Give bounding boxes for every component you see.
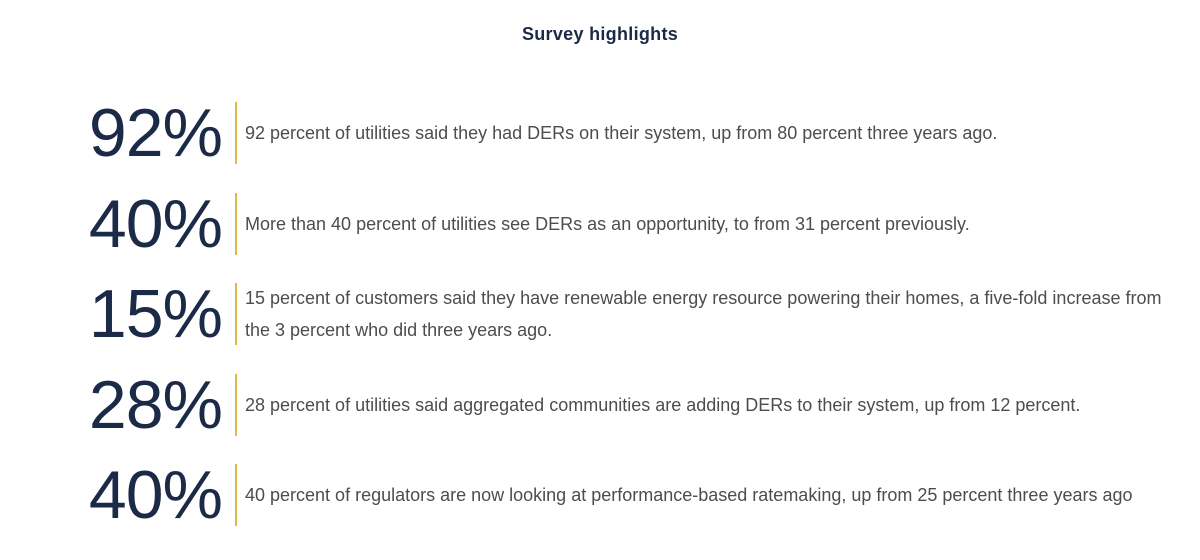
- stat-description: 15 percent of customers said they have r…: [245, 288, 1162, 341]
- divider: [235, 373, 237, 436]
- highlight-row: 40% 40 percent of regulators are now look…: [0, 450, 1200, 541]
- stat-figure: 40%: [88, 457, 223, 534]
- divider: [235, 102, 237, 165]
- stat-figure: 15%: [88, 276, 223, 353]
- stat-description: More than 40 percent of utilities see DE…: [245, 213, 970, 234]
- highlight-row: 15% 15 percent of customers said they hav…: [0, 269, 1200, 360]
- stat-figure: 40%: [88, 185, 223, 262]
- stat-description: 92 percent of utilities said they had DE…: [245, 123, 998, 144]
- highlight-row: 40% More than 40 percent of utilities see…: [0, 179, 1200, 270]
- divider: [235, 464, 237, 527]
- divider: [235, 192, 237, 255]
- stat-figure: 92%: [88, 95, 223, 172]
- highlight-row: 92% 92 percent of utilities said they had…: [0, 88, 1200, 179]
- highlight-list: 92% 92 percent of utilities said they had…: [0, 88, 1200, 541]
- stat-figure: 28%: [88, 366, 223, 443]
- title: Survey highlights: [521, 24, 679, 44]
- stat-description: 40 percent of regulators are now looking…: [245, 485, 1133, 506]
- stat-description: 28 percent of utilities said aggregated …: [245, 394, 1081, 415]
- divider: [235, 283, 237, 346]
- highlight-row: 28% 28 percent of utilities said aggregat…: [0, 360, 1200, 451]
